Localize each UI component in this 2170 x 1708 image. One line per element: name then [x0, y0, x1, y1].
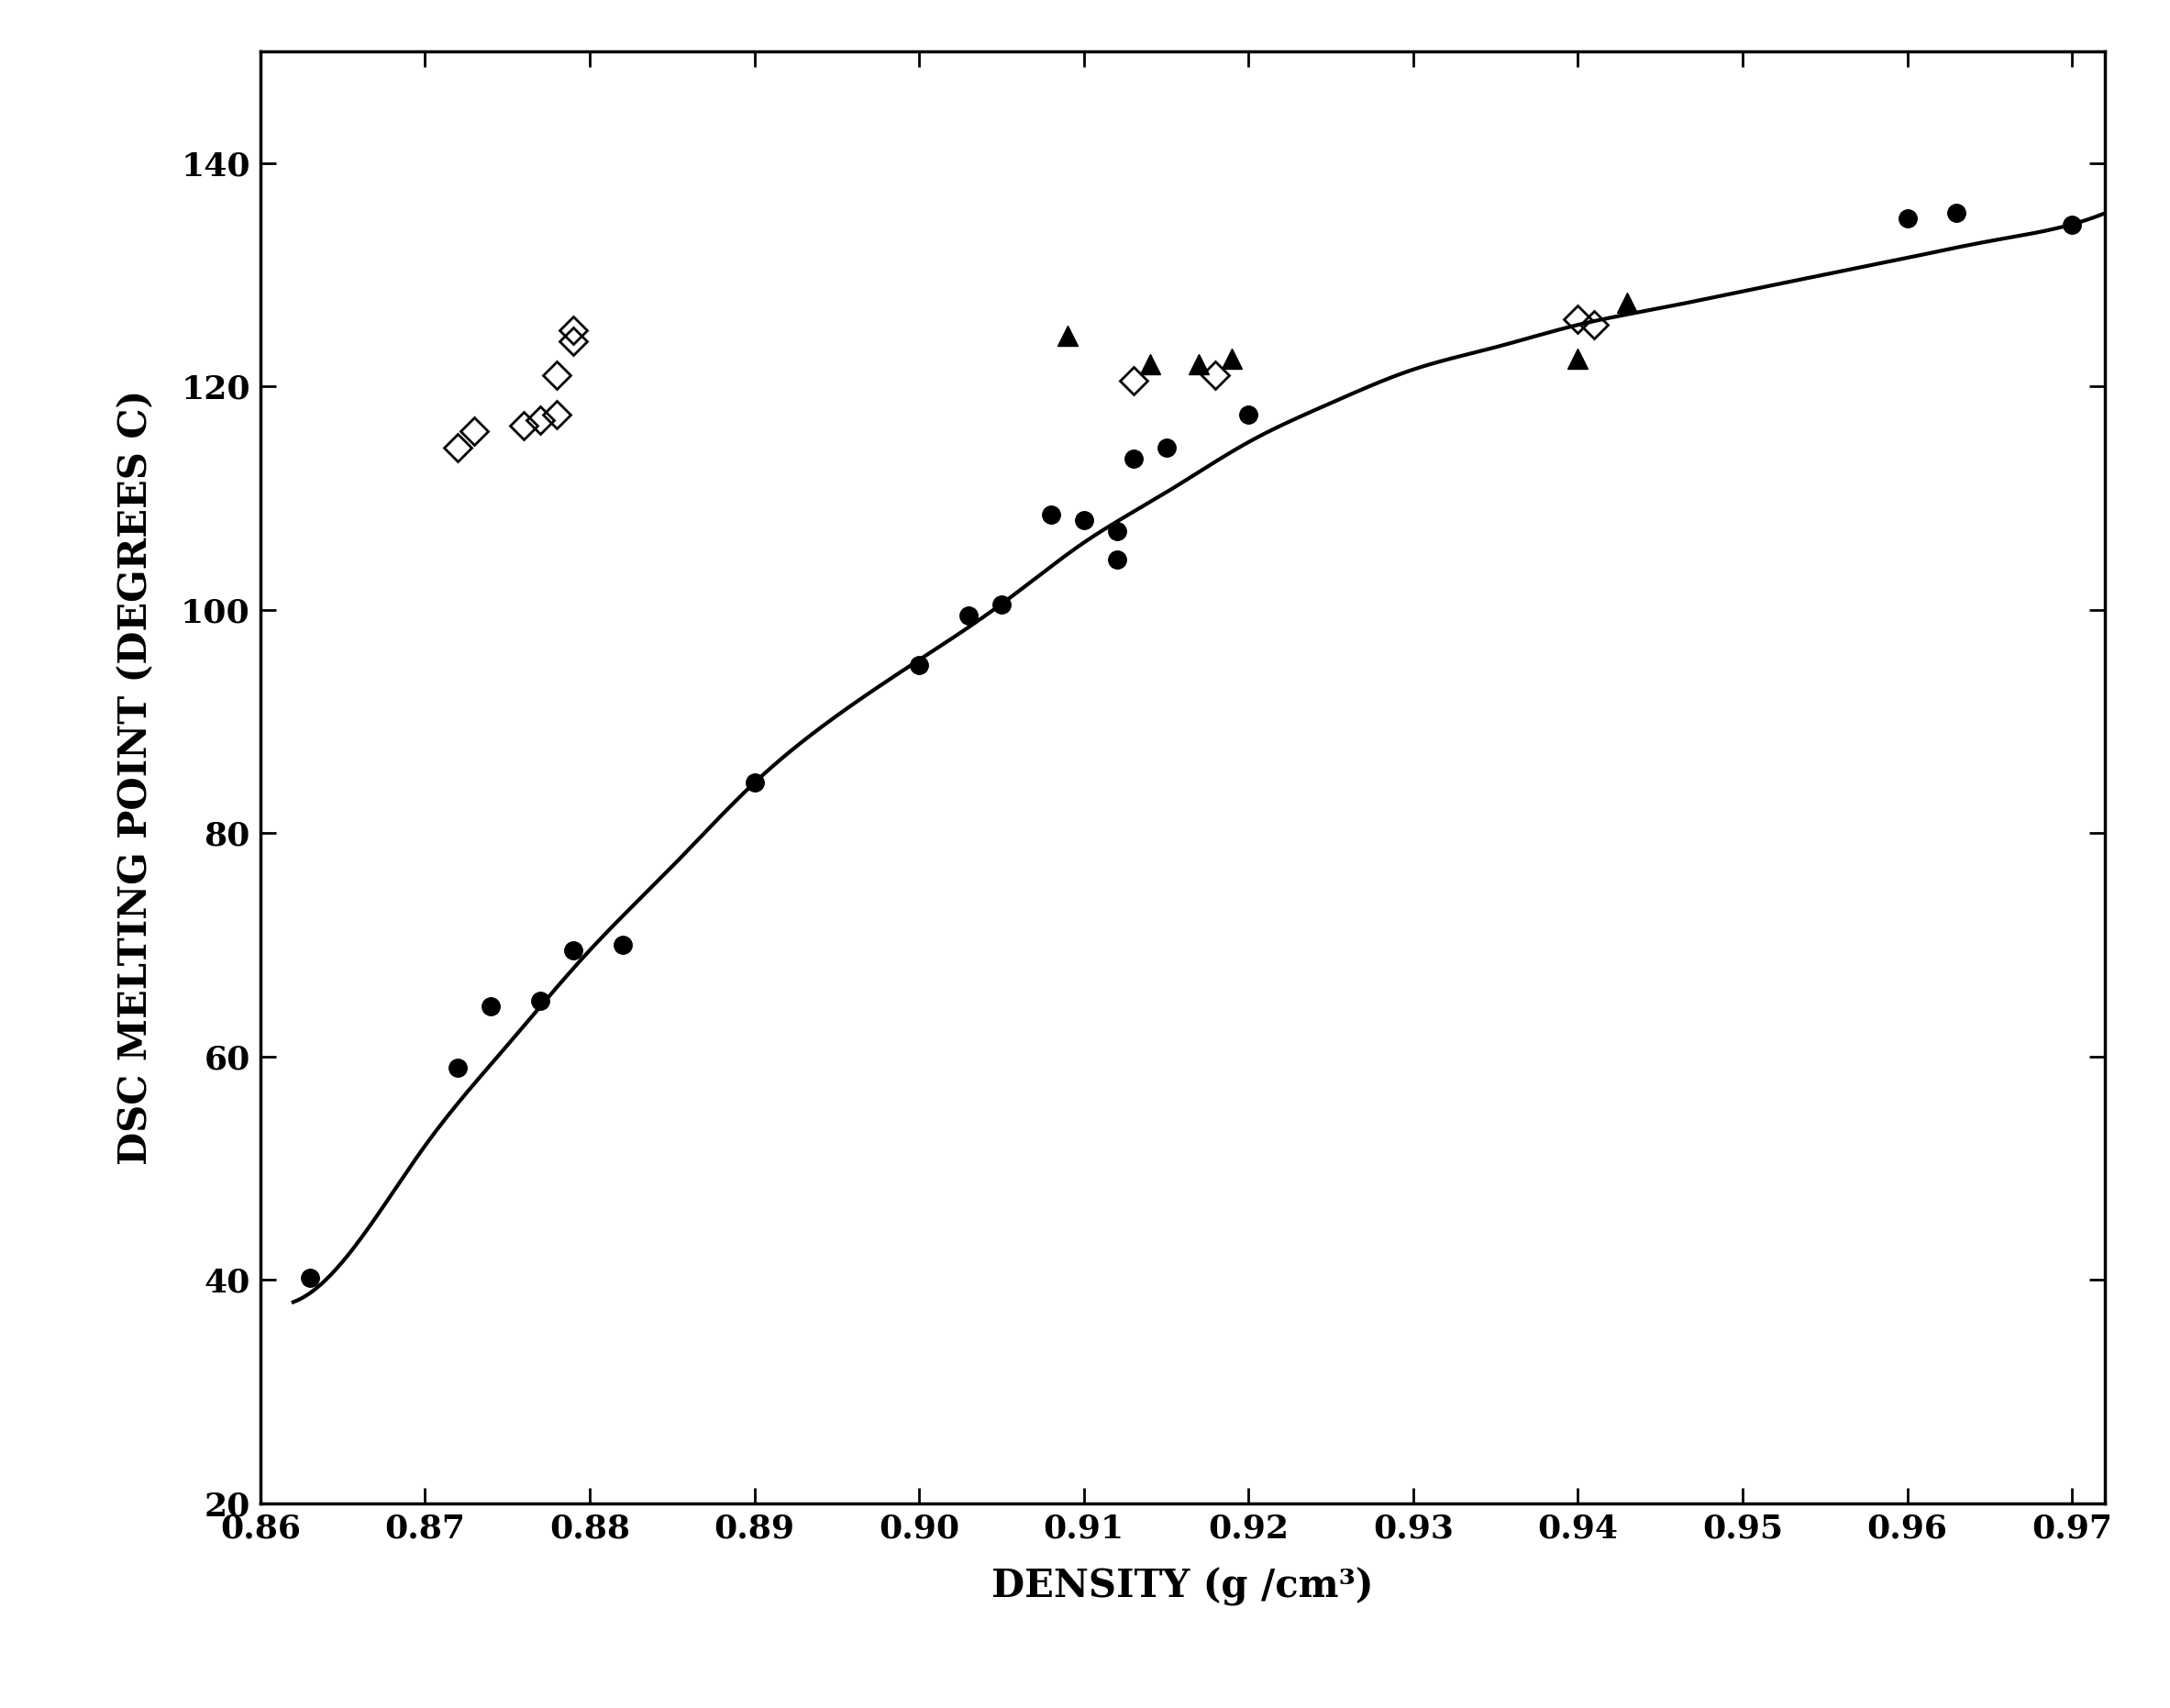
X-axis label: DENSITY (g /cm³): DENSITY (g /cm³) [992, 1568, 1374, 1606]
Y-axis label: DSC MELTING POINT (DEGREES C): DSC MELTING POINT (DEGREES C) [117, 389, 156, 1165]
